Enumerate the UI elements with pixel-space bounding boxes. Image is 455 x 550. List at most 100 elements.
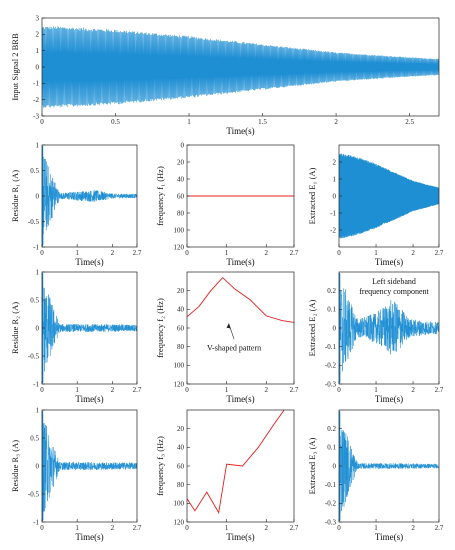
x-tick-label-e1-2: 2 [411, 249, 415, 257]
y-tick-label-r2-0: 1 [36, 268, 40, 276]
y-tick-label-f3-3: 80 [177, 481, 185, 489]
x-tick-label-e2-2: 2 [411, 386, 415, 394]
y-tick-label-f3-2: 60 [177, 462, 185, 470]
y-tick-label-e1-1: 1 [333, 175, 337, 183]
chart-r1: 0 1 2 2.7 1 0.5 0 -0.5 -1 Time(s) Residue R₁ (A) [10, 141, 142, 267]
x-tick-label-input-3: 1.5 [258, 118, 267, 126]
x-tick-label-r1-1: 1 [75, 249, 79, 257]
x-tick-label-f1-2: 2 [265, 249, 269, 257]
chart-f3: 0 1 2 2.7 20 40 60 80 100 120 Time(s) frequency f₃ … [155, 409, 299, 542]
x-tick-label-e1-1: 1 [374, 249, 378, 257]
y-tick-label-r1-4: -1 [33, 243, 39, 251]
x-tick-label-input-5: 2.5 [405, 118, 414, 126]
y-tick-label-e2-0: 0.2 [327, 287, 336, 295]
y-tick-label-e3-0: 0.2 [327, 425, 336, 433]
y-tick-label-e1-3: -1 [330, 209, 336, 217]
x-tick-label-e3-3: 2.7 [435, 524, 444, 532]
y-tick-label-f1-6: 120 [174, 243, 185, 251]
annotation-f2: V-shaped pattern [207, 343, 261, 352]
y-tick-label-f3-4: 100 [174, 500, 185, 508]
chart-f1: 0 1 2 2.7 0 20 40 60 80 100 120 Time(s) frequency f₁… [155, 141, 299, 267]
y-axis-label-r2: Residue R₂ (A) [10, 302, 20, 354]
y-tick-label-e1-4: -2 [330, 226, 336, 234]
x-tick-label-r3-2: 2 [111, 524, 115, 532]
y-tick-label-f1-5: 100 [174, 226, 185, 234]
annotation-e2-1: frequency component [359, 287, 429, 296]
x-tick-label-f3-3: 2.7 [290, 524, 299, 532]
y-tick-label-f2-4: 100 [174, 362, 185, 370]
x-tick-label-r1-0: 0 [40, 249, 44, 257]
y-tick-label-r3-0: 1 [36, 406, 40, 414]
y-tick-label-f2-1: 40 [177, 306, 185, 314]
x-axis-label-f1: Time(s) [226, 257, 254, 267]
y-tick-label-r2-1: 0.5 [30, 296, 39, 304]
x-tick-label-f3-0: 0 [185, 524, 189, 532]
y-axis-label-f3: frequency f₃ (Hz) [155, 436, 165, 496]
series-line-r2 [42, 274, 137, 382]
x-tick-label-r2-0: 0 [40, 386, 44, 394]
y-axis-label-e1: Extracted E₁ (A) [307, 167, 317, 224]
y-tick-label-e2-3: -0.1 [325, 343, 337, 351]
chart-e2: 0 1 2 2.7 0.2 0.1 0 -0.1 -0.2 -0.3 Time(s) Extracte… [307, 271, 444, 404]
x-axis-label-r3: Time(s) [75, 532, 103, 542]
y-tick-label-e3-1: 0.1 [327, 444, 336, 452]
axes-box-f2 [186, 271, 295, 385]
x-tick-label-input-1: 0.5 [111, 118, 120, 126]
series-line-e3 [339, 412, 439, 520]
y-tick-label-r2-3: -0.5 [28, 352, 40, 360]
y-tick-label-input-6: -3 [33, 112, 39, 120]
x-tick-label-r3-0: 0 [40, 524, 44, 532]
x-tick-label-r1-2: 2 [111, 249, 115, 257]
y-tick-label-f2-2: 60 [177, 324, 185, 332]
series-line-f2 [187, 276, 294, 323]
x-axis-label-f2: Time(s) [226, 394, 254, 404]
y-tick-label-r2-4: -1 [33, 380, 39, 388]
x-tick-label-f2-1: 1 [225, 386, 229, 394]
x-tick-label-f3-2: 2 [265, 524, 269, 532]
series-line-e1 [339, 153, 439, 239]
x-tick-label-e2-0: 0 [337, 386, 341, 394]
x-tick-label-input-2: 1 [187, 118, 191, 126]
y-tick-label-e1-0: 2 [333, 158, 337, 166]
chart-r3: 0 1 2 2.7 1 0.5 0 -0.5 -1 Time(s) Residue R₃ (A) [10, 406, 142, 542]
y-axis-label-f2: frequency f₂ (Hz) [155, 298, 165, 358]
series-line-e2 [339, 274, 439, 382]
x-axis-label-f3: Time(s) [226, 532, 254, 542]
x-tick-label-input-0: 0 [40, 118, 44, 126]
x-axis-label-r1: Time(s) [75, 257, 103, 267]
y-tick-label-e2-5: -0.3 [325, 380, 337, 388]
y-tick-label-r1-0: 1 [36, 141, 40, 149]
x-tick-label-r2-3: 2.7 [133, 386, 142, 394]
x-tick-label-f2-0: 0 [185, 386, 189, 394]
y-tick-label-r3-2: 0 [36, 462, 40, 470]
series-line-r1 [42, 147, 137, 245]
y-tick-label-input-2: 1 [36, 47, 40, 55]
y-tick-label-e3-4: -0.2 [325, 500, 337, 508]
y-axis-label-r3: Residue R₃ (A) [10, 440, 20, 492]
y-tick-label-r3-3: -0.5 [28, 490, 40, 498]
y-tick-label-f3-0: 20 [177, 425, 185, 433]
y-axis-label-f1: frequency f₁ (Hz) [155, 166, 165, 226]
annotation-arrowhead-f2 [226, 323, 231, 329]
x-tick-label-e2-3: 2.7 [435, 386, 444, 394]
x-axis-label-e2: Time(s) [375, 394, 403, 404]
x-tick-label-r3-3: 2.7 [133, 524, 142, 532]
y-tick-label-f2-5: 120 [174, 380, 185, 388]
x-tick-label-r2-2: 2 [111, 386, 115, 394]
x-tick-label-input-4: 2 [334, 118, 338, 126]
chart-f2: 0 1 2 2.7 20 40 60 80 100 120 Time(s) frequency f₂ … [155, 271, 299, 404]
y-tick-label-r2-2: 0 [36, 324, 40, 332]
x-tick-label-f2-3: 2.7 [290, 386, 299, 394]
y-tick-label-r1-2: 0 [36, 192, 40, 200]
y-tick-label-r1-1: 0.5 [30, 167, 39, 175]
y-tick-label-input-0: 3 [36, 14, 40, 22]
x-axis-label-e1: Time(s) [375, 257, 403, 267]
y-tick-label-f1-4: 80 [177, 209, 185, 217]
y-tick-label-e1-2: 0 [333, 192, 337, 200]
chart-e1: 0 1 2 2.7 2 1 0 -1 -2 Time(s) Extracted E₁ (A) [307, 144, 444, 267]
y-tick-label-r3-1: 0.5 [30, 434, 39, 442]
y-tick-label-input-4: -1 [33, 80, 39, 88]
x-tick-label-r3-1: 1 [75, 524, 79, 532]
x-tick-label-e3-2: 2 [411, 524, 415, 532]
